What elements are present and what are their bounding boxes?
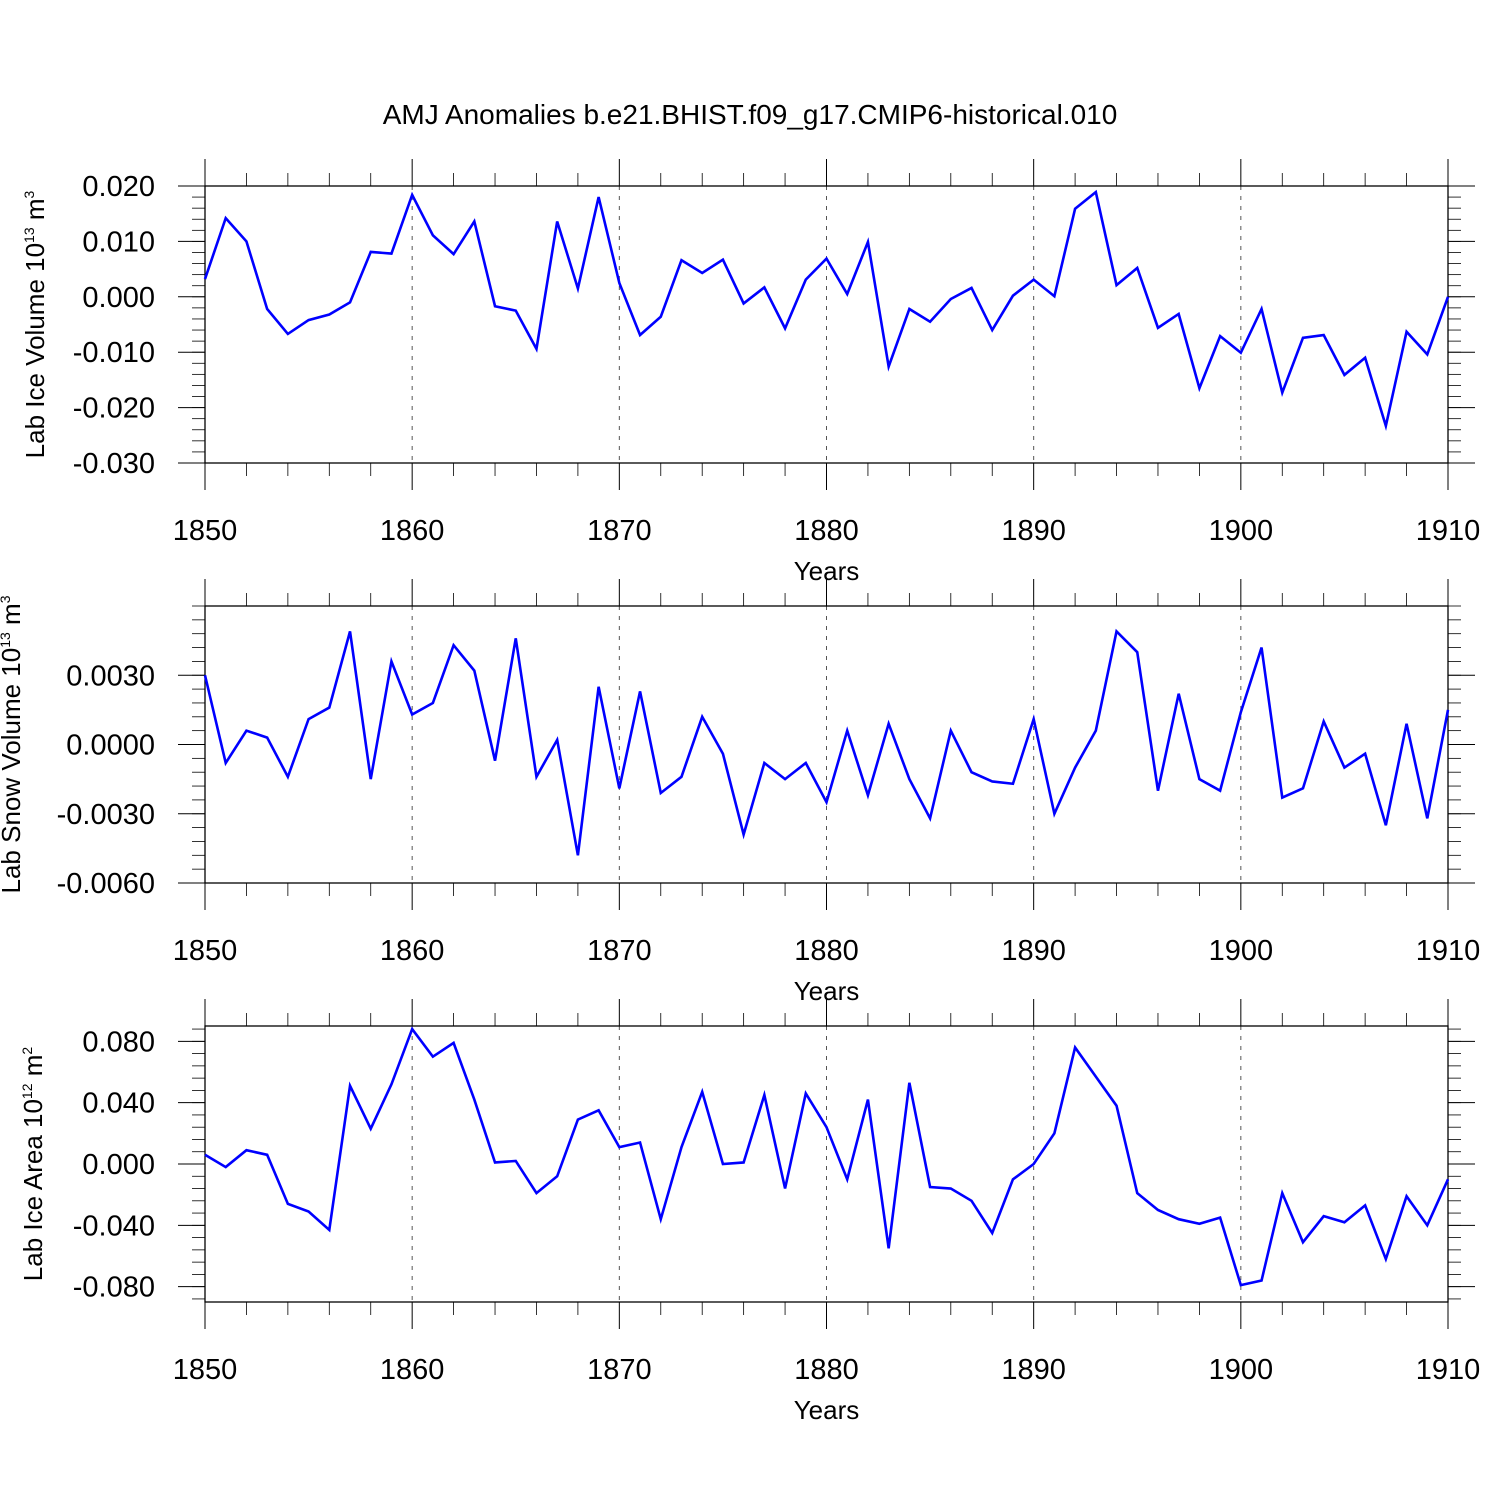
- data-series-line: [203, 628, 1450, 856]
- y-axis-label-superscript: 3: [21, 190, 37, 198]
- x-tick-label: 1900: [1209, 515, 1274, 547]
- y-tick-label: -0.020: [73, 393, 155, 425]
- y-axis-label-part: Lab Ice Volume 10: [20, 243, 50, 458]
- y-tick-label: 0.000: [82, 282, 155, 314]
- panel-2: -0.0060 -0.0030 0.0000 0.0030 1850 1860 1870 18…: [0, 579, 1480, 1006]
- y-tick-label: 0.040: [82, 1088, 155, 1120]
- x-tick-label: 1890: [1001, 1354, 1066, 1386]
- y-tick-label: -0.010: [73, 337, 155, 369]
- y-tick-label: -0.0030: [57, 799, 155, 831]
- y-tick-label: -0.0060: [57, 868, 155, 900]
- x-tick-label: 1910: [1416, 1354, 1481, 1386]
- y-tick-label: -0.030: [73, 448, 155, 480]
- y-tick-label: 0.000: [82, 1149, 155, 1181]
- x-tick-label: 1860: [380, 515, 445, 547]
- y-axis-label: Lab Ice Volume 1013 m3: [20, 190, 50, 458]
- panel-3: -0.080 -0.040 0.000 0.040 0.080 1850 1860 1870 1…: [18, 999, 1480, 1425]
- x-tick-label: 1900: [1209, 935, 1274, 967]
- x-tick-label: 1870: [587, 935, 652, 967]
- y-axis-label-superscript: 12: [19, 1083, 35, 1099]
- x-tick-label: 1860: [380, 935, 445, 967]
- y-tick-label: -0.080: [73, 1272, 155, 1304]
- y-axis-label-superscript: 2: [19, 1047, 35, 1055]
- data-series-line: [203, 189, 1450, 432]
- x-tick-label: 1900: [1209, 1354, 1274, 1386]
- y-axis-label-superscript: 3: [0, 595, 13, 603]
- x-axis-label: Years: [794, 1395, 860, 1425]
- y-axis-label-superscript: 13: [0, 632, 13, 648]
- x-tick-label: 1890: [1001, 935, 1066, 967]
- y-tick-label: 0.0000: [66, 730, 155, 762]
- y-axis-label-superscript: 13: [21, 227, 37, 243]
- y-tick-label: 0.010: [82, 226, 155, 258]
- y-tick-label: -0.040: [73, 1210, 155, 1242]
- x-tick-label: 1850: [173, 515, 238, 547]
- y-axis-label-part: Lab Snow Volume 10: [0, 648, 26, 894]
- chart-title: AMJ Anomalies b.e21.BHIST.f09_g17.CMIP6-…: [383, 99, 1118, 130]
- y-tick-label: 0.020: [82, 171, 155, 203]
- y-axis-label: Lab Ice Area 1012 m2: [18, 1047, 48, 1282]
- y-axis-label-part: Lab Ice Area 10: [18, 1099, 48, 1281]
- x-tick-label: 1850: [173, 1354, 238, 1386]
- y-axis-label-part: m: [0, 603, 26, 632]
- y-tick-label: 0.0030: [66, 660, 155, 692]
- y-axis-label-part: m: [20, 198, 50, 227]
- x-tick-label: 1910: [1416, 515, 1481, 547]
- x-tick-label: 1860: [380, 1354, 445, 1386]
- x-tick-label: 1880: [794, 515, 859, 547]
- x-tick-label: 1870: [587, 1354, 652, 1386]
- x-tick-label: 1850: [173, 935, 238, 967]
- x-tick-label: 1910: [1416, 935, 1481, 967]
- y-axis-label-part: m: [18, 1055, 48, 1084]
- data-series-line: [204, 1026, 1450, 1287]
- y-axis-label: Lab Snow Volume 1013 m3: [0, 595, 26, 893]
- x-tick-label: 1870: [587, 515, 652, 547]
- y-tick-label: 0.080: [82, 1026, 155, 1058]
- panel-1: -0.030 -0.020 -0.010 0.000 0.010 0.020 1850 186…: [20, 159, 1480, 586]
- x-tick-label: 1880: [794, 1354, 859, 1386]
- x-tick-label: 1880: [794, 935, 859, 967]
- x-tick-label: 1890: [1001, 515, 1066, 547]
